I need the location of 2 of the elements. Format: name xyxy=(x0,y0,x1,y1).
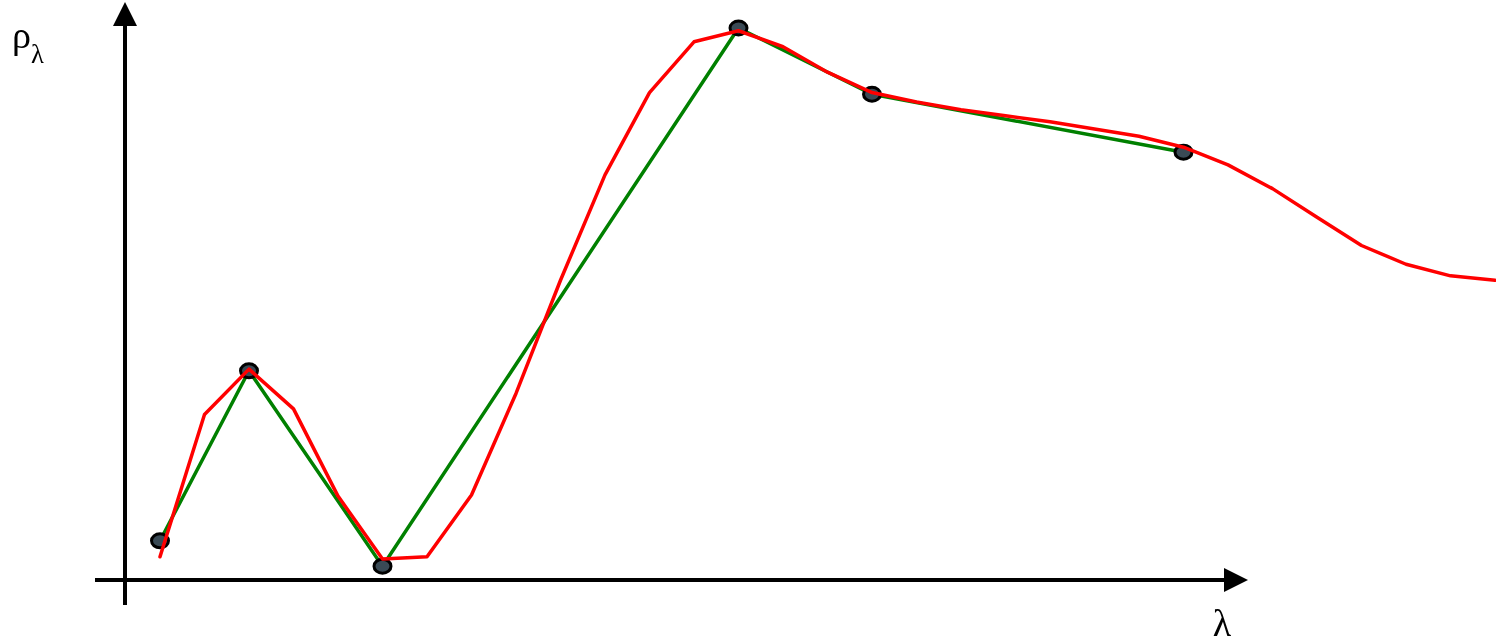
x-axis-title: λ xyxy=(1212,602,1232,644)
y-axis-title: ρ$_{λ}$ xyxy=(12,14,44,69)
